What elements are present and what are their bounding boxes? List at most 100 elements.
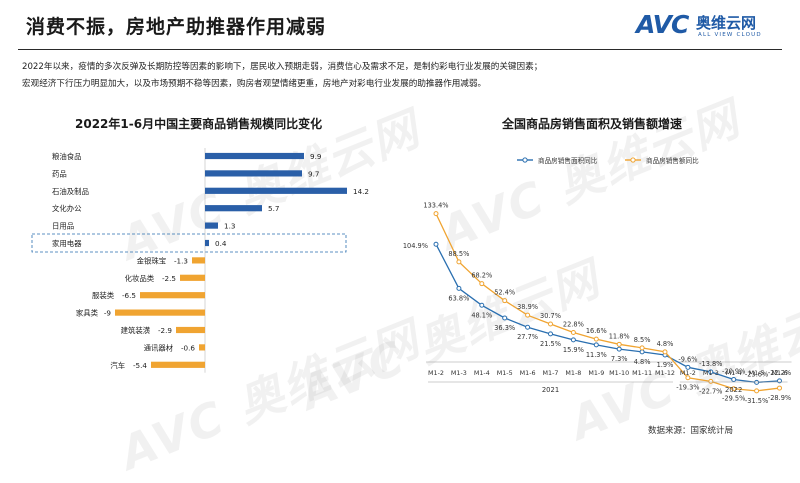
x-tick-label: M1-3 bbox=[451, 369, 467, 377]
area-value-label: -13.8% bbox=[699, 360, 722, 368]
area-value-label: 21.5% bbox=[540, 340, 561, 348]
bar-建筑装潢 bbox=[176, 326, 205, 334]
value-label: 9.7 bbox=[308, 169, 319, 178]
value-label: -9 bbox=[104, 309, 112, 318]
bar-日用品 bbox=[205, 222, 218, 229]
area-value-label: 48.1% bbox=[471, 311, 492, 319]
x-tick-label: M1-2 bbox=[680, 369, 696, 377]
data-point bbox=[662, 349, 668, 355]
logo-english-name: ALL VIEW CLOUD bbox=[698, 32, 762, 38]
bar-粮油食品 bbox=[205, 152, 304, 160]
data-point bbox=[502, 315, 508, 321]
data-point bbox=[456, 259, 462, 265]
legend-marker-1 bbox=[630, 157, 636, 163]
x-tick-label: M1-9 bbox=[588, 369, 604, 377]
area-value-label: 1.9% bbox=[657, 361, 674, 369]
amount-value-label: 22.8% bbox=[563, 320, 584, 328]
x-tick-label: M1-2 bbox=[428, 369, 444, 377]
area-value-label: -20.9% bbox=[722, 367, 745, 375]
bar-通讯器材 bbox=[199, 344, 205, 351]
area-value-label: 4.8% bbox=[634, 358, 651, 366]
amount-value-label: 11.8% bbox=[609, 332, 630, 340]
series-line-0 bbox=[435, 243, 780, 384]
intro-line-2: 宏观经济下行压力明显加大，以及市场预期不稳等因素，购房者观望情绪更重，房地产对彩… bbox=[22, 79, 487, 89]
area-value-label: 7.3% bbox=[611, 355, 628, 363]
value-label: -2.5 bbox=[162, 274, 176, 283]
data-point bbox=[616, 341, 622, 347]
amount-value-label: 68.2% bbox=[471, 272, 492, 280]
bar-汽车 bbox=[151, 361, 205, 368]
data-point bbox=[731, 376, 737, 382]
data-point bbox=[433, 241, 439, 247]
amount-value-label: -31.5% bbox=[745, 397, 768, 405]
area-value-label: 104.9% bbox=[403, 242, 428, 250]
area-value-label: 63.8% bbox=[448, 294, 469, 302]
category-growth-bar-chart: 粮油食品 9.9 药品 9.7 石油及制品 14.2 文化办公 5.7 日用品 1.3 家用电器 0.… bbox=[31, 148, 369, 373]
series-line-1 bbox=[435, 213, 780, 392]
bar-服装类 bbox=[140, 292, 205, 299]
line-chart-title: 全国商品房销售面积及销售额增速 bbox=[502, 117, 683, 131]
value-label: 14.2 bbox=[353, 187, 369, 196]
area-value-label: 27.7% bbox=[517, 333, 538, 341]
x-tick-label: M1-5 bbox=[749, 369, 765, 377]
legend-marker-0 bbox=[522, 157, 528, 163]
logo-mark: AVC bbox=[636, 10, 689, 39]
data-point bbox=[479, 302, 485, 308]
x-tick-label: M1-5 bbox=[497, 369, 513, 377]
data-point bbox=[639, 345, 645, 351]
amount-value-label: 16.6% bbox=[586, 327, 607, 335]
intro-text: 2022年以来，疫情的多次反弹及长期防控等因素的影响下，居民收入预期走弱，消费信… bbox=[22, 59, 782, 93]
amount-value-label: 52.4% bbox=[494, 289, 515, 297]
category-label: 粮油食品 bbox=[52, 152, 82, 161]
area-value-label: 15.9% bbox=[563, 346, 584, 354]
category-label: 建筑装潢 bbox=[121, 326, 151, 335]
amount-value-label: -22.7% bbox=[699, 387, 722, 395]
data-point bbox=[433, 211, 439, 217]
year-group-label-0: 2021 bbox=[542, 386, 559, 394]
data-point bbox=[777, 378, 782, 384]
legend-label-1: 商品房销售额同比 bbox=[646, 156, 699, 165]
category-label: 药品 bbox=[52, 169, 67, 178]
year-group-label-1: 2022 bbox=[725, 386, 742, 394]
value-label: -1.3 bbox=[174, 256, 188, 265]
x-tick-label: M1-6 bbox=[772, 369, 788, 377]
data-source: 数据来源：国家统计局 bbox=[648, 426, 734, 436]
x-tick-label: M1-12 bbox=[655, 369, 675, 377]
value-label: -6.5 bbox=[122, 291, 136, 300]
amount-value-label: 30.7% bbox=[540, 312, 561, 320]
amount-value-label: 88.5% bbox=[448, 250, 469, 258]
category-label: 石油及制品 bbox=[52, 187, 89, 196]
slide-header: 消费不振，房地产助推器作用减弱 AVC 奥维云网 ALL VIEW CLOUD bbox=[0, 0, 800, 50]
x-tick-label: M1-4 bbox=[474, 369, 490, 377]
bar-chart-title: 2022年1-6月中国主要商品销售规模同比变化 bbox=[75, 117, 323, 131]
data-point bbox=[593, 342, 599, 348]
highlight-box-家用电器 bbox=[31, 233, 347, 253]
bar-文化办公 bbox=[205, 205, 262, 212]
category-label: 服装类 bbox=[92, 291, 115, 300]
bar-金银珠宝 bbox=[192, 257, 205, 264]
amount-value-label: 8.5% bbox=[634, 336, 651, 344]
amount-value-label: 38.9% bbox=[517, 303, 538, 311]
category-label: 家具类 bbox=[76, 309, 99, 318]
value-label: 1.3 bbox=[224, 222, 235, 231]
header-divider bbox=[18, 49, 782, 50]
value-label: -2.9 bbox=[158, 326, 172, 335]
category-label: 文化办公 bbox=[52, 204, 82, 213]
data-point bbox=[754, 388, 760, 394]
value-label: 0.4 bbox=[215, 239, 227, 248]
data-point bbox=[731, 386, 737, 392]
category-label: 通讯器材 bbox=[144, 343, 174, 352]
amount-value-label: 133.4% bbox=[423, 202, 448, 210]
area-value-label: 36.3% bbox=[494, 324, 515, 332]
amount-value-label: -28.9% bbox=[768, 394, 791, 402]
bar-家具类 bbox=[115, 309, 205, 316]
category-label: 日用品 bbox=[52, 222, 74, 231]
data-point bbox=[593, 336, 599, 342]
value-label: 9.9 bbox=[310, 152, 322, 161]
area-value-label: -22.2% bbox=[768, 369, 791, 377]
area-value-label: 11.3% bbox=[586, 351, 607, 359]
x-tick-label: M1-8 bbox=[565, 369, 581, 377]
data-point bbox=[570, 337, 576, 343]
data-point bbox=[639, 349, 645, 355]
bar-石油及制品 bbox=[205, 187, 347, 194]
